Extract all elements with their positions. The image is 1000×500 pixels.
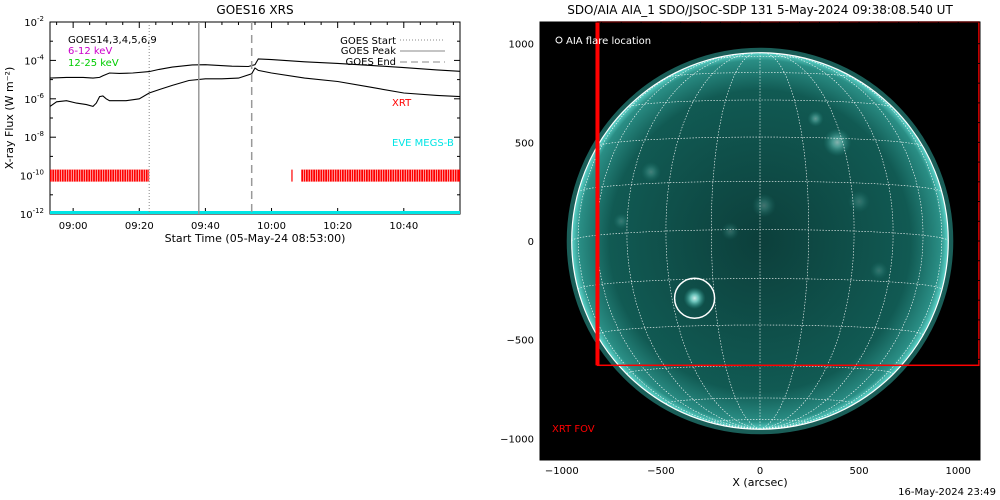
aia-axis-ticks: −1000 −500 0 500 1000 1000 500 0 −500 −1000: [500, 22, 980, 477]
xrt-fov-label: XRT FOV: [552, 424, 595, 435]
flare-legend-symbol: [555, 36, 563, 44]
xrt-coverage-bar: [301, 169, 460, 182]
x-tick-labels: 09:00 09:20 09:40 10:00 10:20 10:40: [59, 221, 418, 232]
active-region: [807, 110, 824, 127]
solar-limb: [571, 52, 949, 430]
flare-location-marker: [673, 277, 716, 319]
y-tick-label: 10-4: [24, 53, 44, 67]
longitude-line: [759, 52, 894, 430]
aia-title: SDO/AIA AIA_1 SDO/JSOC-SDP 131 5-May-202…: [567, 3, 953, 17]
y-tick-label: 10-2: [24, 15, 44, 29]
x-axis-label: Start Time (05-May-24 08:53:00): [165, 232, 346, 245]
goes-xrs-chart: GOES16 XRS 10-2 10-4 10-6 10-8 10-10 10-12 09…: [3, 3, 461, 245]
footer-timestamp: 16-May-2024 23:49: [898, 487, 996, 498]
x-tick-label: 10:20: [323, 221, 352, 232]
latitude-line: [597, 136, 923, 147]
active-region: [641, 162, 661, 182]
goes-event-lines: [148, 22, 253, 214]
chart-title: GOES16 XRS: [216, 3, 293, 17]
longitude-line: [759, 54, 943, 430]
x-tick-label: 09:00: [59, 221, 88, 232]
x-tick-label: 10:40: [389, 221, 418, 232]
active-region: [823, 128, 852, 157]
aia-y-tick-label: 500: [515, 138, 534, 149]
active-region: [848, 190, 871, 213]
aia-y-tick-label: −1000: [500, 434, 534, 445]
goes-event-legend: GOES Start GOES Peak GOES End: [340, 36, 445, 68]
y-tick-label: 10-8: [24, 130, 44, 144]
active-region: [683, 287, 706, 310]
longitude-line: [626, 52, 761, 430]
y-tick-label: 10-10: [20, 169, 44, 183]
latitude-line: [666, 72, 854, 78]
energy-legend: GOES14,3,4,5,6,9 6-12 keV 12-25 keV: [68, 35, 157, 69]
flux-line: [49, 67, 461, 108]
active-region: [752, 193, 776, 218]
eve-annotation: EVE MEGS-B: [392, 138, 454, 149]
longitude-line: [759, 52, 809, 430]
active-region: [613, 213, 630, 230]
latitude-line: [626, 99, 894, 108]
aia-image-panel: SDO/AIA AIA_1 SDO/JSOC-SDP 131 5-May-202…: [500, 3, 981, 489]
longitude-line: [759, 53, 924, 430]
x-tick-label: 09:40: [191, 221, 220, 232]
legend-goes-end: GOES End: [346, 57, 396, 68]
eve-coverage-bar: [50, 211, 460, 214]
coverage-bars: [50, 169, 460, 214]
solar-disk: [571, 52, 949, 430]
legend-goes-start: GOES Start: [340, 36, 396, 47]
xrt-fov-left-edge: [595, 22, 600, 366]
solar-limb-glow: [566, 47, 954, 435]
longitude-line: [759, 52, 855, 430]
active-region: [721, 222, 740, 241]
aia-x-tick-label: 1000: [945, 466, 970, 477]
aia-y-tick-label: 1000: [509, 40, 534, 51]
longitude-line: [711, 52, 761, 430]
aia-x-tick-label: −500: [647, 466, 674, 477]
x-tick-label: 10:00: [257, 221, 286, 232]
x-tick-label: 09:20: [125, 221, 154, 232]
aia-x-tick-label: −1000: [545, 466, 579, 477]
xrt-coverage-bar: [291, 169, 293, 182]
y-tick-label: 10-6: [24, 92, 44, 106]
active-region: [870, 261, 888, 280]
xrt-annotation: XRT: [392, 98, 412, 109]
legend-goes-peak: GOES Peak: [341, 46, 396, 57]
active-regions: [613, 110, 888, 310]
legend-label-6-12kev: 6-12 keV: [68, 46, 112, 57]
legend-label-goes: GOES14,3,4,5,6,9: [68, 35, 157, 46]
aia-x-tick-label: 500: [850, 466, 869, 477]
y-tick-label: 10-12: [20, 207, 44, 221]
longitude-line: [577, 54, 761, 430]
y-axis-label: X-ray Flux (W m⁻²): [3, 67, 16, 169]
aia-x-tick-label: 0: [757, 466, 763, 477]
legend-label-12-25kev: 12-25 keV: [68, 58, 119, 69]
flare-legend-label: AIA flare location: [566, 36, 651, 47]
y-tick-labels: 10-2 10-4 10-6 10-8 10-10 10-12: [20, 15, 45, 221]
aia-x-axis-label: X (arcsec): [732, 476, 787, 489]
aia-y-tick-label: −500: [507, 336, 534, 347]
longitude-line: [596, 53, 761, 430]
aia-y-tick-label: 0: [528, 237, 534, 248]
longitude-line: [665, 52, 761, 430]
xrt-coverage-bar: [50, 169, 150, 182]
